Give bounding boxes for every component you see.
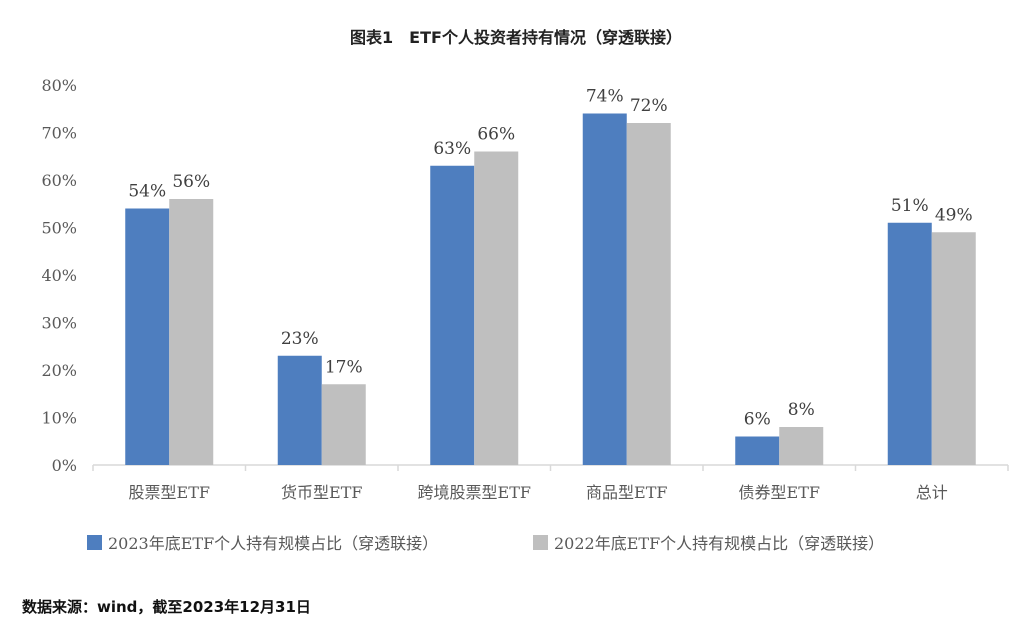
- legend-label: 2022年底ETF个人持有规模占比（穿透联接）: [554, 534, 884, 553]
- y-tick-label: 40%: [41, 266, 77, 285]
- y-axis-ticks: 0% 10% 20% 30% 40% 50% 60% 70% 80%: [41, 76, 77, 475]
- category-label: 跨境股票型ETF: [418, 483, 531, 502]
- source-note: 数据来源：wind，截至2023年12月31日: [22, 598, 311, 616]
- data-label: 49%: [935, 205, 973, 225]
- legend: 2023年底ETF个人持有规模占比（穿透联接） 2022年底ETF个人持有规模占比…: [87, 534, 884, 553]
- bar-2022-3: [474, 151, 519, 465]
- y-tick-label: 20%: [41, 361, 77, 380]
- bar-2023-3: [430, 165, 475, 465]
- data-labels: 54% 56% 23% 17% 63% 66% 74% 72% 6% 8% 51% 49%: [128, 87, 972, 430]
- data-label: 72%: [630, 96, 668, 116]
- y-tick-label: 70%: [41, 124, 77, 143]
- category-label: 总计: [916, 483, 948, 502]
- bar-2023-2: [277, 355, 322, 465]
- data-label: 6%: [744, 410, 771, 430]
- bar-2023-5: [735, 436, 780, 465]
- bar-2022-1: [169, 199, 214, 465]
- y-tick-label: 50%: [41, 219, 77, 238]
- category-label: 货币型ETF: [281, 483, 362, 502]
- y-tick-label: 60%: [41, 171, 77, 190]
- data-label: 56%: [172, 172, 210, 192]
- data-label: 63%: [433, 139, 471, 159]
- data-label: 23%: [281, 329, 319, 349]
- bar-2022-4: [626, 123, 671, 465]
- y-tick-label: 80%: [41, 76, 77, 95]
- bar-2022-6: [931, 232, 976, 465]
- category-labels: 股票型ETF 货币型ETF 跨境股票型ETF 商品型ETF 债券型ETF 总计: [129, 483, 948, 502]
- category-label: 债券型ETF: [739, 483, 820, 502]
- chart-title: 图表1 ETF个人投资者持有情况（穿透联接）: [350, 28, 682, 47]
- x-tick-marks: [92, 465, 1009, 471]
- data-label: 17%: [325, 357, 363, 377]
- data-label: 66%: [477, 125, 515, 145]
- legend-swatch: [533, 535, 548, 550]
- bar-2023-1: [125, 208, 170, 465]
- bars: [125, 113, 976, 465]
- bar-chart: 0% 10% 20% 30% 40% 50% 60% 70% 80% 54% 56% 23% 17% 6…: [41, 76, 1009, 553]
- bar-2023-6: [887, 222, 932, 465]
- y-tick-label: 0%: [52, 456, 77, 475]
- data-label: 51%: [891, 196, 929, 216]
- data-label: 54%: [128, 182, 166, 202]
- category-label: 股票型ETF: [129, 483, 210, 502]
- y-tick-label: 30%: [41, 314, 77, 333]
- bar-2022-5: [779, 427, 824, 465]
- legend-label: 2023年底ETF个人持有规模占比（穿透联接）: [108, 534, 438, 553]
- legend-swatch: [87, 535, 102, 550]
- bar-2023-4: [582, 113, 627, 465]
- data-label: 8%: [788, 400, 815, 420]
- y-tick-label: 10%: [41, 409, 77, 428]
- bar-2022-2: [321, 384, 366, 465]
- category-label: 商品型ETF: [586, 483, 667, 502]
- data-label: 74%: [586, 87, 624, 107]
